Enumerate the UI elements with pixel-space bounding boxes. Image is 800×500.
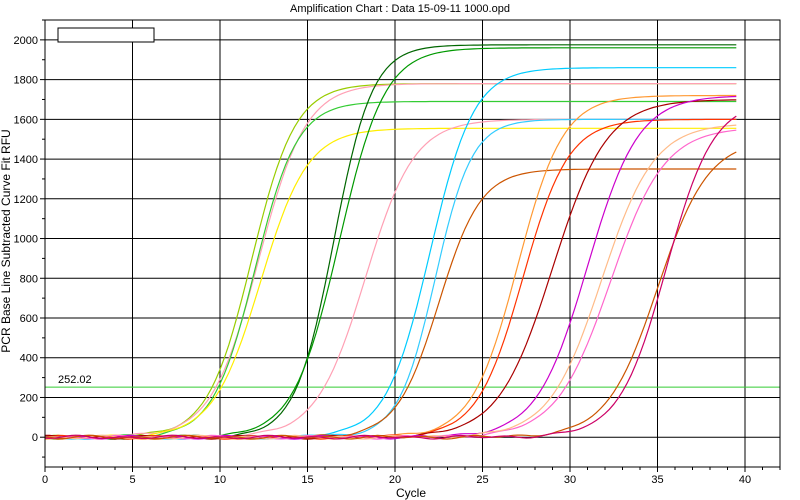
y-tick-label: 400 [20, 353, 38, 365]
y-axis-ticks: 0 200 400 600 800 1000 1200 1400 1600 1800 2000 [14, 19, 45, 458]
series-line[interactable] [44, 124, 737, 440]
chart-title: Amplification Chart : Data 15-09-11 1000… [290, 3, 510, 15]
x-tick-label: 0 [42, 474, 48, 486]
series-lines [44, 44, 737, 440]
y-axis-title: PCR Base Line Subtracted Curve Fit RFU [0, 129, 13, 352]
series-line[interactable] [44, 151, 737, 440]
x-tick-label: 40 [739, 474, 751, 486]
x-tick-label: 35 [651, 474, 663, 486]
x-tick-label: 10 [214, 474, 226, 486]
x-tick-label: 15 [301, 474, 313, 486]
x-tick-label: 5 [129, 474, 135, 486]
y-tick-label: 2000 [14, 35, 38, 47]
x-axis-ticks: 0 5 10 15 20 25 30 35 40 [42, 467, 781, 486]
y-tick-label: 200 [20, 392, 38, 404]
threshold-group: 252.02 [45, 374, 780, 388]
legend-box[interactable] [57, 27, 155, 43]
series-line[interactable] [44, 115, 737, 440]
y-tick-label: 1200 [14, 194, 38, 206]
y-tick-label: 0 [32, 432, 38, 444]
x-tick-label: 30 [564, 474, 576, 486]
y-tick-label: 800 [20, 273, 38, 285]
y-tick-label: 600 [20, 313, 38, 325]
series-line[interactable] [44, 100, 737, 440]
y-tick-label: 1600 [14, 114, 38, 126]
x-tick-label: 20 [389, 474, 401, 486]
x-tick-label: 25 [476, 474, 488, 486]
y-tick-label: 1400 [14, 154, 38, 166]
y-tick-label: 1000 [14, 234, 38, 246]
y-tick-label: 1800 [14, 75, 38, 87]
x-axis-title: Cycle [396, 486, 426, 500]
threshold-label: 252.02 [58, 374, 92, 386]
series-line[interactable] [44, 127, 737, 440]
